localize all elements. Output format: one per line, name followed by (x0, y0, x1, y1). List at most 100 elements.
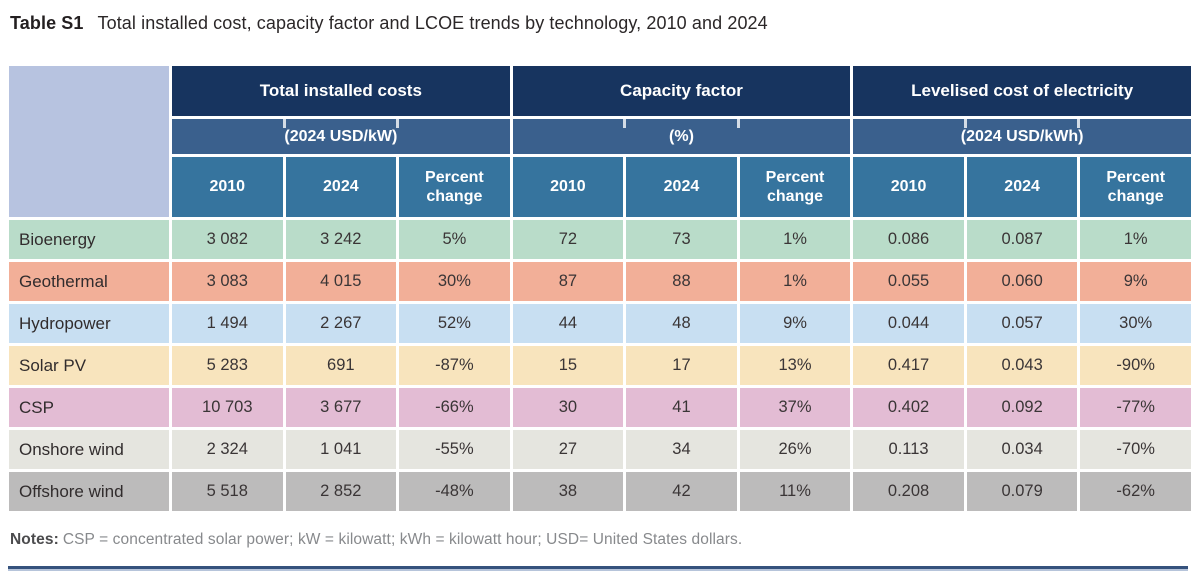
data-cell: 44 (558, 314, 578, 332)
data-cell: -48% (435, 482, 474, 500)
data-cell: 3 242 (320, 230, 362, 248)
data-cell: 34 (672, 440, 691, 458)
data-cell: 15 (558, 356, 578, 374)
data-cell: 73 (672, 230, 691, 248)
group-header-row: Total installed costs Capacity factor Le… (9, 66, 1191, 217)
year-header-percent-change: Percent change (399, 157, 510, 217)
data-cell: 2 852 (320, 482, 362, 500)
column-divider-tick (1077, 119, 1081, 128)
data-cell: 3 677 (320, 398, 362, 416)
notes: Notes: CSP = concentrated solar power; kW… (10, 531, 742, 549)
data-cell: 72 (558, 230, 578, 248)
data-cell: 5% (442, 230, 467, 248)
table-row-geothermal: Geothermal 3 083 4 015 30% 87 88 1% 0.05… (9, 262, 1191, 301)
data-cell: 88 (672, 272, 691, 290)
data-cell: 0.208 (887, 482, 930, 500)
data-cell: 1% (783, 230, 807, 248)
year-header-2010: 2010 (853, 157, 964, 217)
unit-label: (2024 USD/kWh) (960, 127, 1084, 145)
data-cell: 5 283 (206, 356, 248, 374)
unit-header-percent: (%) (512, 119, 851, 154)
data-cell: 41 (672, 398, 691, 416)
data-cell: 9% (1123, 272, 1148, 290)
column-divider-tick (623, 119, 627, 128)
notes-text: CSP = concentrated solar power; kW = kil… (62, 531, 743, 548)
unit-header-row: (2024 USD/kW) (%) (2024 USD/kWh) (9, 119, 1191, 154)
data-cell: 0.055 (887, 272, 930, 290)
data-cell: 26% (778, 440, 812, 458)
unit-label: (%) (669, 127, 694, 145)
bottom-rule (8, 566, 1188, 571)
data-cell: 30% (437, 272, 471, 290)
data-cell: 0.057 (1001, 314, 1043, 332)
corner-cell (9, 66, 169, 217)
table-row-csp: CSP 10 703 3 677 -66% 30 41 37% 0.402 0.… (9, 388, 1191, 427)
data-cell: 0.113 (888, 440, 929, 458)
column-divider-tick (736, 119, 740, 128)
data-cell: 1 494 (206, 314, 248, 332)
table-row-solar-pv: Solar PV 5 283 691 -87% 15 17 13% 0.417 … (9, 346, 1191, 385)
data-cell: 37% (778, 398, 812, 416)
data-cell: -77% (1116, 398, 1155, 416)
data-cell: 2 267 (320, 314, 362, 332)
data-cell: 9% (783, 314, 807, 332)
data-cell: 0.034 (1001, 440, 1043, 458)
data-cell: 5 518 (206, 482, 248, 500)
data-cell: 30 (558, 398, 578, 416)
data-cell: 3 083 (206, 272, 248, 290)
data-table: Total installed costs Capacity factor Le… (6, 63, 1194, 514)
row-label: Geothermal (19, 271, 108, 291)
row-label: Offshore wind (19, 481, 124, 501)
year-header-row: 2010 2024 Percent change 2010 2024 Perce… (9, 157, 1191, 217)
unit-label: (2024 USD/kW) (284, 127, 398, 145)
column-divider-tick (282, 119, 286, 128)
unit-header-usd-kw: (2024 USD/kW) (172, 119, 510, 154)
data-cell: 1 041 (320, 440, 362, 458)
data-cell: 10 703 (202, 398, 253, 416)
data-cell: 0.402 (887, 398, 930, 416)
row-label: Solar PV (19, 355, 87, 375)
data-cell: 17 (672, 356, 691, 374)
data-cell: 2 324 (206, 440, 248, 458)
data-cell: 0.086 (887, 230, 930, 248)
row-label: Onshore wind (19, 439, 124, 459)
year-header-2024: 2024 (285, 157, 397, 217)
data-cell: 48 (672, 314, 691, 332)
data-cell: 1% (783, 272, 807, 290)
data-cell: -62% (1116, 482, 1155, 500)
data-cell: 42 (672, 482, 691, 500)
row-label: CSP (19, 397, 54, 417)
data-cell: -70% (1116, 440, 1155, 458)
data-cell: 38 (558, 482, 578, 500)
data-cell: 0.043 (1001, 356, 1043, 374)
data-cell: 0.060 (1001, 272, 1043, 290)
data-cell: 30% (1119, 314, 1153, 332)
group-header-capacity-factor: Capacity factor (512, 66, 851, 116)
column-divider-tick (396, 119, 400, 128)
row-label: Bioenergy (19, 229, 96, 249)
table-row-hydropower: Hydropower 1 494 2 267 52% 44 48 9% 0.04… (9, 304, 1191, 343)
table-title: Table S1 Total installed cost, capacity f… (10, 13, 768, 34)
data-cell: 4 015 (320, 272, 362, 290)
data-cell: 691 (327, 356, 355, 374)
group-header-total-installed-costs: Total installed costs (172, 66, 510, 116)
unit-header-usd-kwh: (2024 USD/kWh) (853, 119, 1191, 154)
data-cell: -87% (435, 356, 474, 374)
data-cell: 1% (1123, 230, 1148, 248)
bottom-rule-dark-line (8, 566, 1188, 569)
data-cell: -66% (435, 398, 474, 416)
table-row-bioenergy: Bioenergy 3 082 3 242 5% 72 73 1% 0.086 … (9, 220, 1191, 259)
year-header-percent-change: Percent change (1080, 157, 1191, 217)
year-header-2024: 2024 (626, 157, 737, 217)
group-header-lcoe: Levelised cost of electricity (853, 66, 1191, 116)
data-cell: 0.079 (1001, 482, 1043, 500)
data-cell: -90% (1116, 356, 1155, 374)
data-cell: 0.417 (887, 356, 930, 374)
notes-label: Notes: (10, 531, 59, 548)
data-cell: 3 082 (206, 230, 248, 248)
table-row-onshore-wind: Onshore wind 2 324 1 041 -55% 27 34 26% … (9, 430, 1191, 469)
data-cell: 0.092 (1001, 398, 1043, 416)
data-cell: 27 (558, 440, 578, 458)
table-row-offshore-wind: Offshore wind 5 518 2 852 -48% 38 42 11%… (9, 472, 1191, 511)
